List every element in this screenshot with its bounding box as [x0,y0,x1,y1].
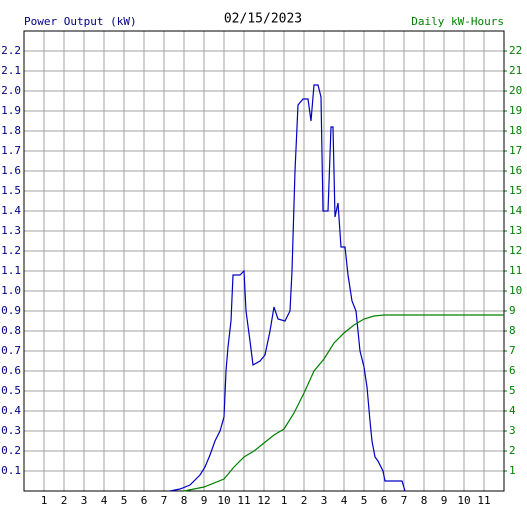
y2-tick-label: 3 [509,424,516,437]
y2-tick-label: 19 [509,104,522,117]
x-tick-label: 4 [101,494,108,507]
x-tick-label: 1 [281,494,288,507]
y2-tick-label: 4 [509,404,516,417]
y-axis-label: Power Output (kW) [24,15,137,28]
x-tick-label: 8 [181,494,188,507]
y-tick-label: 0.3 [1,424,21,437]
x-tick-label: 2 [61,494,68,507]
x-tick-label: 6 [381,494,388,507]
chart-title: 02/15/2023 [224,12,302,27]
y-tick-label: 1.8 [1,124,21,137]
x-tick-label: 10 [457,494,470,507]
y2-tick-label: 8 [509,324,516,337]
y-tick-label: 0.1 [1,464,21,477]
y2-tick-label: 11 [509,264,522,277]
x-tick-label: 9 [441,494,448,507]
x-tick-label: 6 [141,494,148,507]
y-tick-label: 1.5 [1,184,21,197]
data-line [169,84,406,492]
y2-tick-label: 20 [509,84,522,97]
x-tick-label: 3 [81,494,88,507]
y2-tick-label: 21 [509,64,522,77]
x-tick-label: 7 [401,494,408,507]
y-tick-label: 1.2 [1,244,21,257]
x-tick-label: 7 [161,494,168,507]
y2-tick-label: 13 [509,224,522,237]
x-tick-label: 11 [477,494,490,507]
y2-axis-label: Daily kW-Hours [411,15,504,28]
y2-tick-label: 17 [509,144,522,157]
y-tick-label: 0.7 [1,344,21,357]
x-tick-label: 12 [257,494,270,507]
y-tick-label: 1.0 [1,284,21,297]
y-tick-label: 1.1 [1,264,21,277]
y-tick-label: 0.4 [1,404,21,417]
y2-tick-label: 2 [509,444,516,457]
y-tick-label: 0.5 [1,384,21,397]
y2-tick-label: 12 [509,244,522,257]
y2-tick-label: 18 [509,124,522,137]
x-tick-label: 2 [301,494,308,507]
y2-tick-label: 6 [509,364,516,377]
y-tick-label: 0.6 [1,364,21,377]
x-tick-label: 5 [121,494,128,507]
y2-tick-label: 15 [509,184,522,197]
x-tick-label: 3 [321,494,328,507]
plot-frame [23,30,505,492]
data-line [183,314,504,492]
y-tick-label: 0.9 [1,304,21,317]
y-tick-label: 1.6 [1,164,21,177]
y-tick-label: 1.3 [1,224,21,237]
x-tick-label: 5 [361,494,368,507]
y2-tick-label: 16 [509,164,522,177]
x-tick-label: 11 [237,494,250,507]
x-tick-label: 10 [217,494,230,507]
y-tick-label: 2.2 [1,44,21,57]
y2-tick-label: 22 [509,44,522,57]
x-tick-label: 4 [341,494,348,507]
x-tick-label: 1 [41,494,48,507]
y2-tick-label: 1 [509,464,516,477]
y2-tick-label: 9 [509,304,516,317]
y-tick-label: 2.0 [1,84,21,97]
y2-tick-label: 10 [509,284,522,297]
y2-tick-label: 7 [509,344,516,357]
y2-tick-label: 14 [509,204,523,217]
y-tick-label: 1.7 [1,144,21,157]
x-tick-label: 9 [201,494,208,507]
y-tick-label: 0.8 [1,324,21,337]
y-tick-label: 1.9 [1,104,21,117]
y-tick-label: 1.4 [1,204,21,217]
y-tick-label: 2.1 [1,64,21,77]
y-tick-label: 0.2 [1,444,21,457]
y2-tick-label: 5 [509,384,516,397]
x-tick-label: 8 [421,494,428,507]
